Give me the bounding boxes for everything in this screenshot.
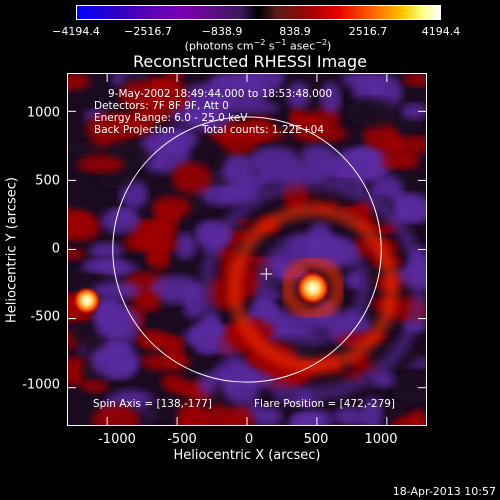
image-blob	[68, 248, 87, 260]
image-blob	[223, 152, 254, 189]
image-blob	[171, 162, 212, 194]
y-axis-label: Heliocentric Y (arcsec)	[4, 177, 20, 323]
image-blob	[119, 179, 148, 210]
image-blob	[68, 74, 91, 91]
image-blob	[210, 92, 255, 107]
image-blob	[68, 208, 94, 236]
colorbar-tick: 838.9	[279, 25, 311, 38]
y-tick-label: -1000	[22, 377, 60, 393]
colorbar-tick: −4194.4	[52, 25, 100, 38]
image-blob	[403, 74, 426, 87]
image-blob	[81, 259, 129, 273]
image-blob	[287, 413, 325, 425]
image-blob	[293, 124, 348, 143]
image-blob	[406, 409, 426, 425]
chart-title: Reconstructed RHESSI Image	[133, 52, 367, 71]
image-blob	[91, 344, 140, 379]
image-blob	[381, 132, 404, 156]
image-blob	[370, 174, 404, 204]
image-blob	[92, 404, 140, 425]
image-blob	[119, 80, 161, 112]
image-blob	[393, 371, 426, 405]
image-blob	[82, 379, 109, 394]
x-tick-label: 1000	[364, 432, 398, 447]
image-blob	[135, 329, 169, 348]
colorbar-tick: 4194.4	[421, 25, 461, 38]
y-tick-label: 500	[35, 173, 60, 189]
colorbar	[76, 5, 441, 20]
secondary-source	[72, 286, 101, 315]
image-blob	[149, 275, 203, 304]
image-blob	[111, 208, 136, 222]
x-tick-label: -500	[167, 432, 197, 447]
image-blob	[380, 151, 407, 170]
image-ring	[199, 176, 426, 401]
timestamp: 18-Apr-2013 10:57	[392, 485, 496, 498]
image-blob	[169, 106, 217, 126]
image-blob	[347, 97, 397, 129]
info-method: Back Projection	[94, 124, 175, 136]
image-blob	[332, 406, 370, 425]
image-blob	[92, 281, 141, 300]
solar-limb-circle	[112, 116, 382, 383]
colorbar-tick: 2516.7	[348, 25, 388, 38]
image-blob	[160, 373, 185, 390]
image-blob	[286, 81, 310, 109]
info-flare-position: Flare Position = [472,-279]	[254, 398, 396, 410]
image-blob	[94, 326, 140, 342]
image-blob	[88, 242, 124, 260]
heatmap-image	[68, 74, 426, 425]
colorbar-tick: −2516.7	[124, 25, 172, 38]
image-blob	[151, 195, 192, 220]
image-blob	[140, 352, 191, 372]
colorbar-tick: −838.9	[201, 25, 243, 38]
rhessi-image-plot	[67, 73, 427, 426]
x-tick-label: 500	[303, 432, 329, 447]
x-axis-label: Heliocentric X (arcsec)	[173, 448, 321, 463]
image-blob	[123, 240, 179, 253]
image-blob	[68, 141, 112, 156]
info-spin-axis: Spin Axis = [138,-177]	[93, 398, 212, 410]
image-blob	[289, 110, 318, 126]
y-tick-label: -500	[30, 309, 60, 325]
image-blob	[134, 292, 162, 313]
y-tick-label: 1000	[26, 105, 60, 121]
image-blob	[299, 144, 337, 169]
image-blob	[331, 147, 385, 183]
x-tick-label: -1000	[98, 432, 136, 447]
info-time-range: 9-May-2002 18:49:44.000 to 18:53:48.000	[108, 88, 333, 100]
image-ring	[255, 231, 371, 345]
image-blob	[320, 82, 342, 114]
info-detectors: Detectors: 7F 8F 9F, Att 0	[94, 100, 229, 112]
image-blob	[174, 232, 197, 260]
image-blob	[245, 115, 275, 142]
image-blob	[163, 74, 184, 81]
image-blob	[361, 396, 383, 425]
x-tick-label: 0	[244, 432, 254, 447]
y-tick-label: 0	[51, 241, 60, 257]
image-blob	[212, 74, 266, 89]
info-energy-range: Energy Range: 6.0 - 25.0 keV	[94, 112, 248, 124]
info-total-counts: Total counts: 1.22E+04	[202, 124, 325, 136]
image-blob	[400, 103, 426, 120]
colorbar-units: (photons cm−2 s−1 asec−2)	[184, 38, 332, 53]
image-blob	[115, 112, 155, 137]
image-blob	[351, 78, 387, 103]
flare-source	[296, 271, 331, 306]
image-ring	[280, 256, 346, 320]
image-blob	[395, 193, 426, 223]
image-blob	[77, 155, 124, 173]
